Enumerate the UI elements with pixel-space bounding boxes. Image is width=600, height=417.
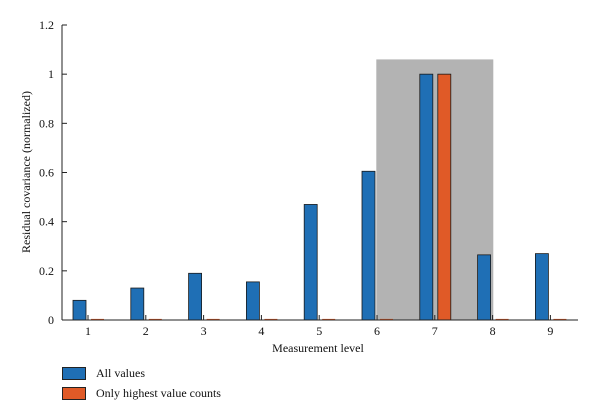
bar-all-values-9 bbox=[535, 253, 549, 321]
y-tick-label: 0.6 bbox=[39, 166, 54, 180]
y-tick-label: 0.2 bbox=[39, 264, 54, 278]
legend-swatch-blue bbox=[62, 366, 86, 380]
bar-all-values-7 bbox=[419, 73, 434, 321]
y-axis-label: Residual covariance (normalized) bbox=[19, 91, 33, 253]
x-tick-label: 8 bbox=[490, 324, 496, 338]
x-tick-label: 1 bbox=[85, 324, 91, 338]
x-tick-label: 4 bbox=[258, 324, 264, 338]
y-tick-label: 1.2 bbox=[39, 18, 54, 32]
legend: All values Only highest value counts bbox=[62, 364, 221, 404]
bar-all-values-4 bbox=[245, 281, 260, 321]
bar-all-values-5 bbox=[303, 204, 318, 321]
bar-all-values-3 bbox=[188, 272, 203, 321]
legend-label: Only highest value counts bbox=[96, 385, 221, 400]
bar-chart: 0 0.2 0.4 0.6 0.8 1 1.2 1 2 3 4 5 6 7 8 9 Measurement l… bbox=[19, 18, 578, 355]
x-tick-label: 6 bbox=[374, 324, 380, 338]
x-tick-label: 5 bbox=[316, 324, 322, 338]
x-tick-label: 3 bbox=[201, 324, 207, 338]
legend-item-highest: Only highest value counts bbox=[62, 384, 221, 402]
y-tick-label: 0 bbox=[48, 313, 54, 327]
bar-all-values-6 bbox=[361, 170, 376, 321]
bar-all-values-8 bbox=[477, 254, 492, 321]
y-tick-label: 0.4 bbox=[39, 215, 54, 229]
x-tick-label: 2 bbox=[143, 324, 149, 338]
x-tick-label: 9 bbox=[547, 324, 553, 338]
bar-highest-7 bbox=[437, 73, 452, 321]
legend-swatch-orange bbox=[62, 386, 86, 400]
y-tick-label: 1 bbox=[48, 67, 54, 81]
x-axis-label: Measurement level bbox=[272, 341, 364, 355]
highlight-region bbox=[376, 59, 494, 321]
x-tick-label: 7 bbox=[432, 324, 438, 338]
y-tick-label: 0.8 bbox=[39, 116, 54, 130]
legend-label: All values bbox=[96, 365, 145, 380]
bar-all-values-1 bbox=[72, 299, 87, 321]
bar-all-values-2 bbox=[130, 287, 145, 321]
legend-item-all-values: All values bbox=[62, 364, 221, 382]
